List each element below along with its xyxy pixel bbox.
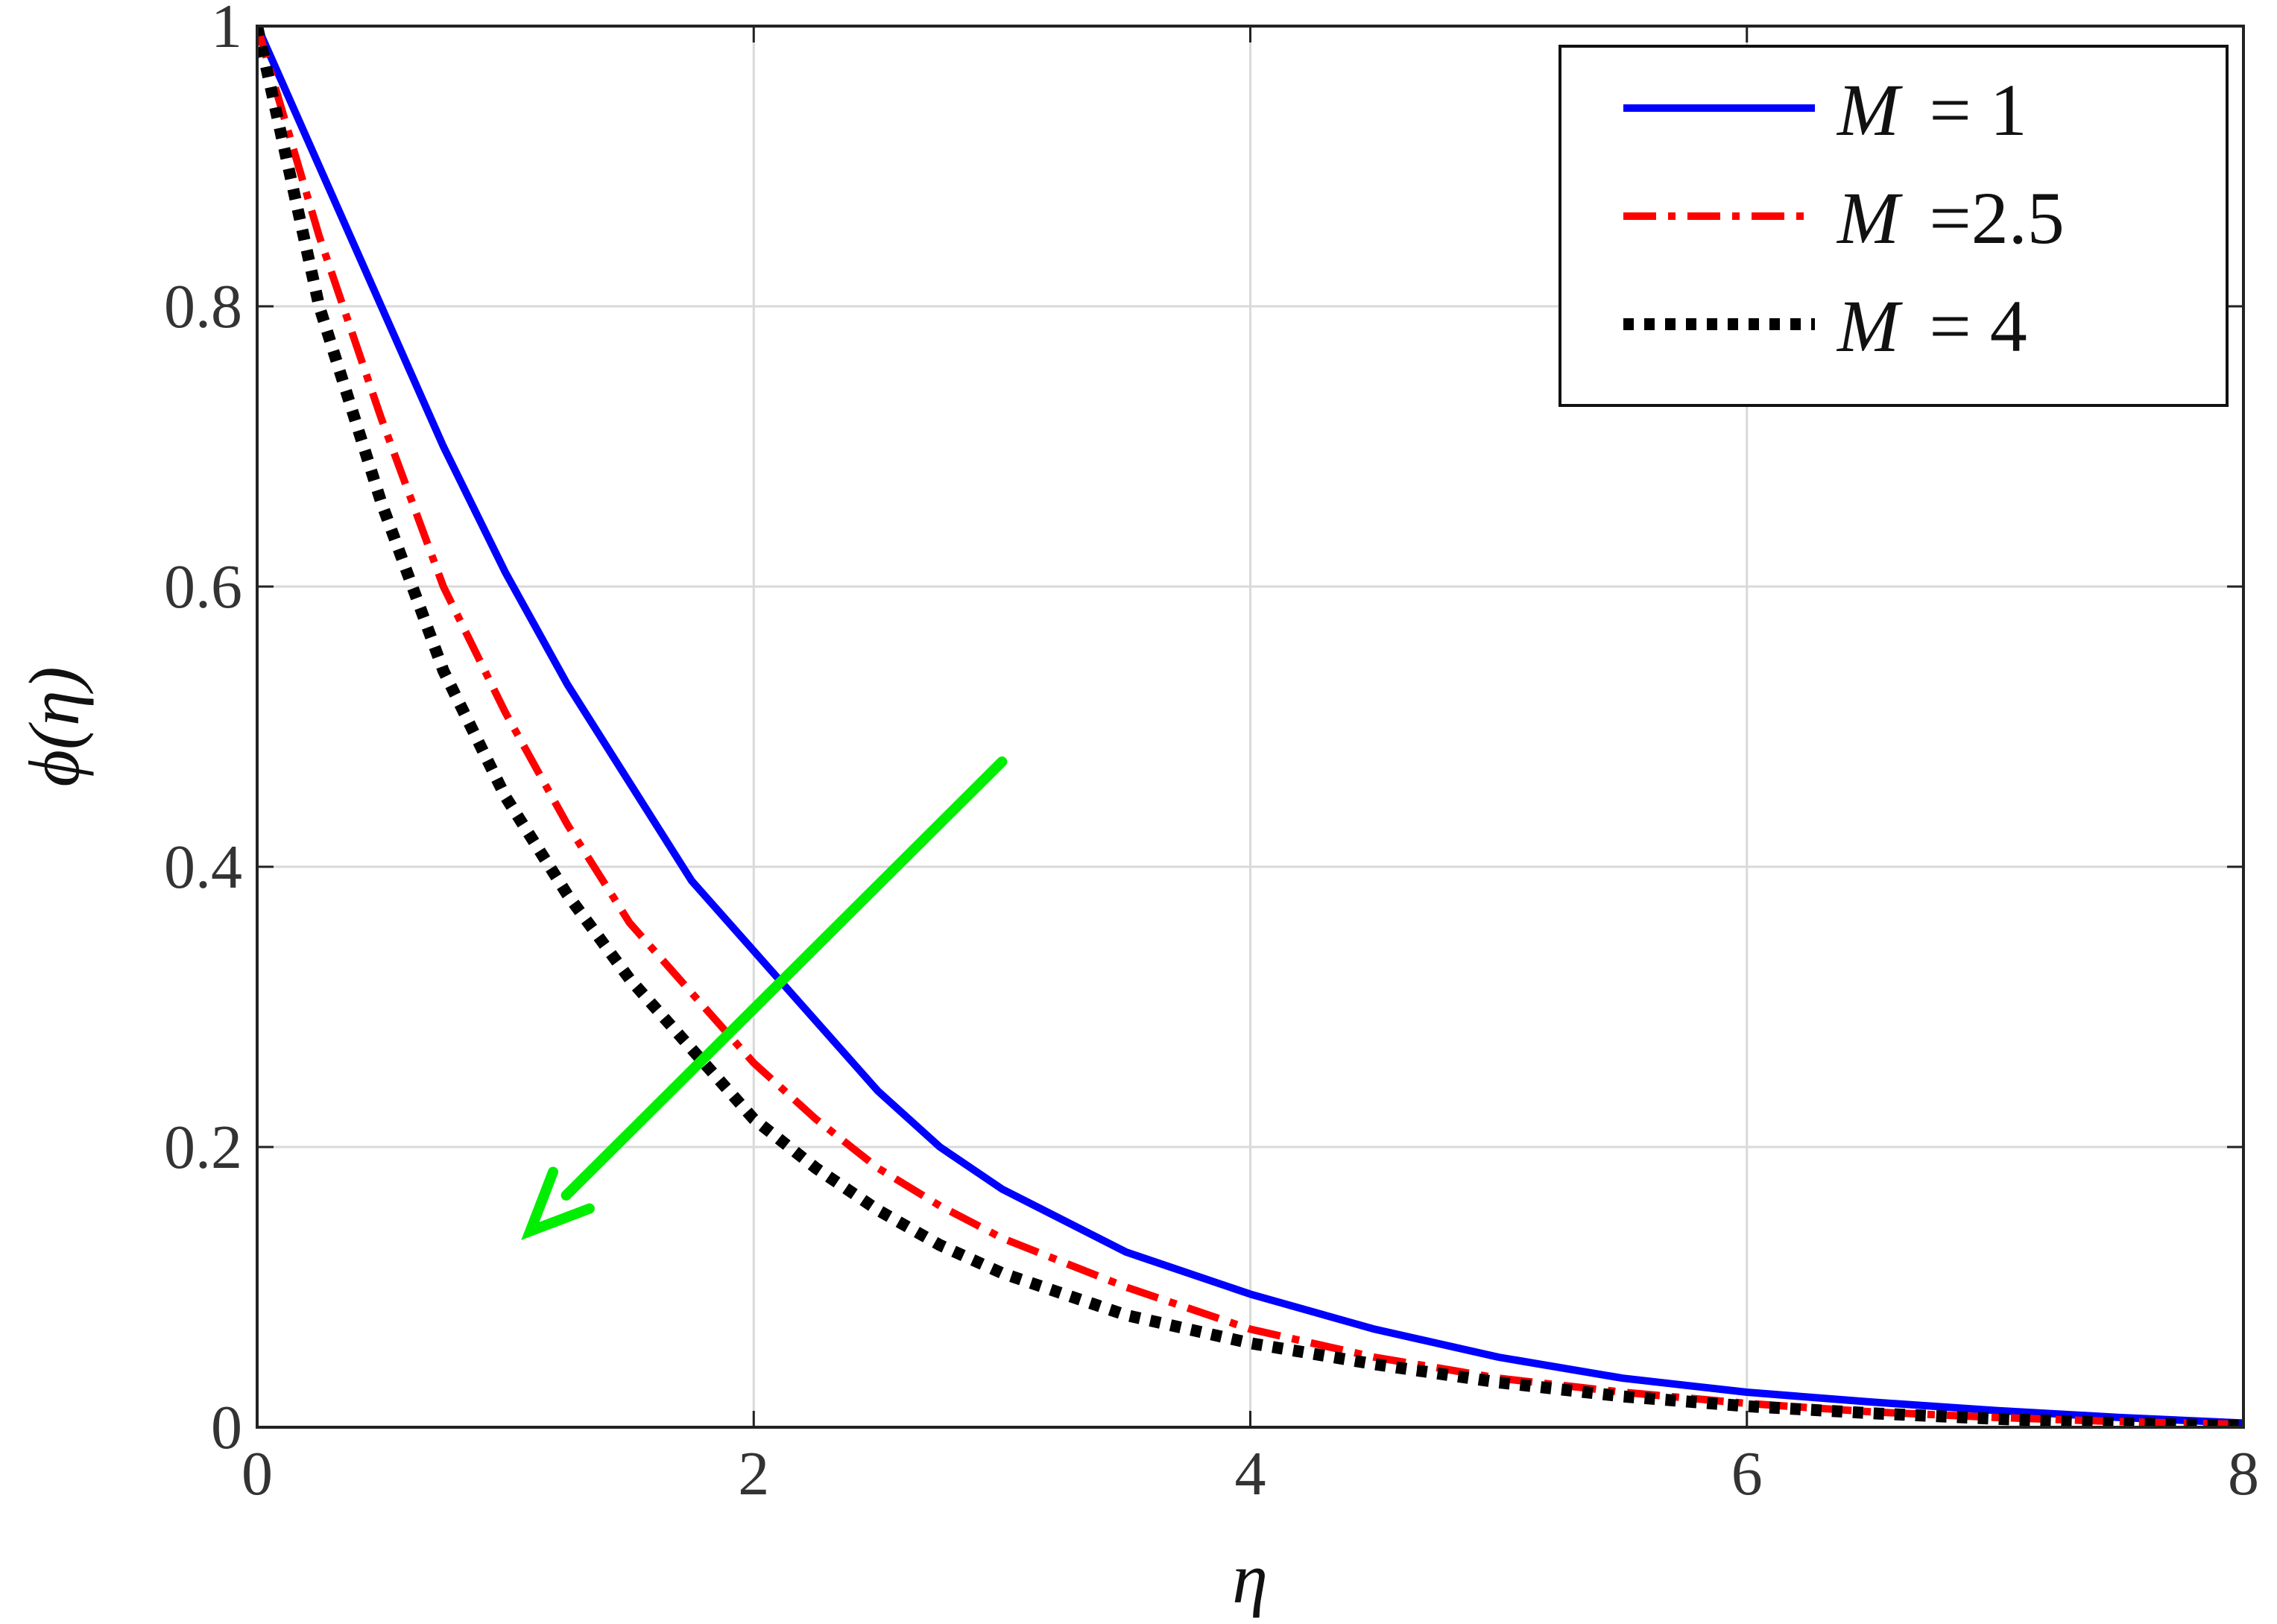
legend-symbol: M — [1836, 285, 1903, 367]
y-tick-label: 0 — [211, 1393, 242, 1462]
x-tick-label: 0 — [241, 1439, 273, 1508]
x-tick-label: 4 — [1235, 1439, 1266, 1508]
y-tick-label: 0.8 — [164, 272, 242, 341]
legend-value: = 1 — [1929, 69, 2027, 151]
y-tick-label: 0.4 — [164, 832, 242, 902]
arrow-shaft — [560, 756, 1008, 1201]
tick-labels: 0 2 4 6 8 0 0.2 0.4 0.6 0.8 1 — [164, 0, 2259, 1508]
y-axis-label: ϕ(η) — [14, 666, 94, 786]
x-tick-label: 6 — [1731, 1439, 1763, 1508]
y-tick-label: 1 — [211, 0, 242, 61]
x-tick-label: 8 — [2228, 1439, 2259, 1508]
legend: M = 1 M =2.5 M = 4 — [1558, 45, 2229, 407]
y-tick-label: 0.2 — [164, 1113, 242, 1182]
series-line — [257, 26, 2243, 1427]
legend-label: M = 4 — [1836, 285, 2027, 367]
legend-symbol: M — [1836, 69, 1903, 151]
legend-label: M =2.5 — [1836, 177, 2065, 259]
legend-value: = 4 — [1929, 285, 2027, 367]
legend-label: M = 1 — [1836, 69, 2027, 151]
legend-symbol: M — [1836, 177, 1903, 259]
legend-value: =2.5 — [1929, 177, 2064, 259]
arrow-head — [521, 1166, 595, 1240]
annotation-layer — [521, 756, 1008, 1240]
series-layer — [257, 26, 2243, 1427]
x-axis-label: η — [1232, 1538, 1268, 1618]
ticks — [256, 25, 2245, 1429]
y-tick-label: 0.6 — [164, 552, 242, 622]
series-line — [257, 26, 2243, 1427]
x-tick-label: 2 — [738, 1439, 769, 1508]
